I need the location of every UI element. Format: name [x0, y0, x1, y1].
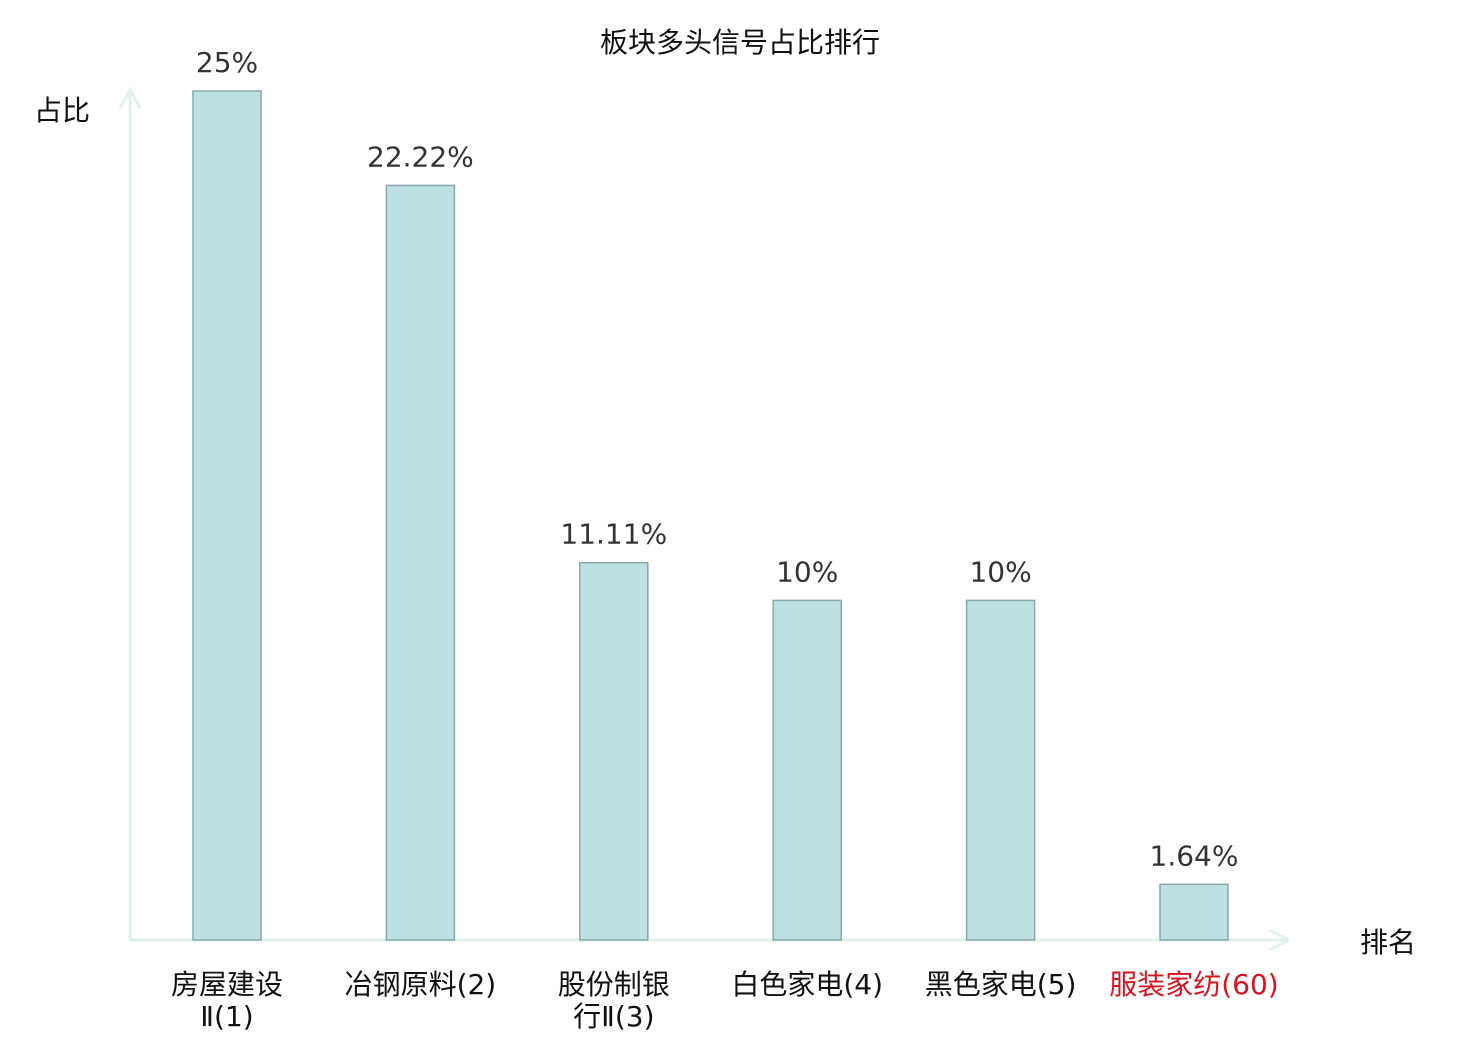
bar-6 — [1159, 883, 1229, 941]
category-label-3: 股份制银行Ⅱ(3) — [558, 968, 670, 1033]
value-label-6: 1.64% — [1150, 839, 1239, 872]
category-labels-group: 房屋建设 Ⅱ(1) 冶钢原料(2) 股份制银行Ⅱ(3) 白色家电(4) 黑色家电(5) 服装… — [171, 968, 1279, 1033]
value-label-2: 22.22% — [367, 140, 474, 173]
value-label-3: 11.11% — [560, 518, 667, 551]
category-label-2: 冶钢原料(2) — [345, 968, 497, 1001]
value-label-1: 25% — [196, 46, 258, 79]
category-label-1: 房屋建设 Ⅱ(1) — [171, 968, 283, 1033]
bar-4 — [772, 599, 842, 941]
x-axis-arrow — [1269, 928, 1292, 952]
y-axis-label: 占比 — [34, 94, 90, 127]
y-axis-arrow — [118, 86, 142, 109]
bar-3 — [579, 561, 649, 941]
category-label-5: 黑色家电(5) — [925, 968, 1077, 1001]
bar-1 — [192, 90, 262, 941]
bars-group — [192, 90, 1229, 941]
value-label-4: 10% — [776, 555, 838, 588]
value-labels-group: 25% 22.22% 11.11% 10% 10% 1.64% — [196, 46, 1239, 872]
x-axis-label: 排名 — [1360, 926, 1416, 959]
category-label-6: 服装家纺(60) — [1109, 968, 1278, 1001]
bar-2 — [385, 184, 456, 941]
category-label-4: 白色家电(4) — [731, 968, 883, 1001]
chart-title: 板块多头信号占比排行 — [600, 26, 880, 59]
bar-5 — [965, 599, 1036, 941]
value-label-5: 10% — [969, 555, 1031, 588]
